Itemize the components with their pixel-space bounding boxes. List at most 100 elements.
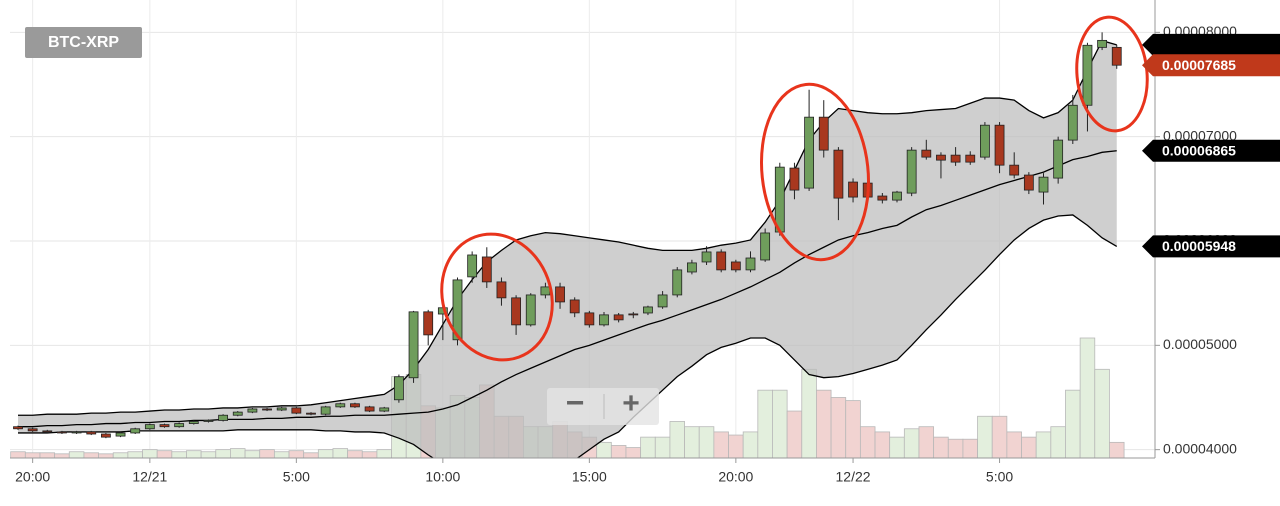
volume-bar	[713, 431, 729, 458]
candle-body	[481, 256, 492, 283]
volume-bar	[347, 450, 363, 458]
candle-body	[13, 426, 23, 430]
candle-body	[1082, 44, 1093, 106]
candle-body	[818, 116, 829, 151]
candle-body	[716, 251, 727, 271]
candle-body	[115, 432, 126, 437]
volume-bar	[112, 452, 129, 458]
candle-body	[657, 294, 668, 308]
candle-body	[994, 124, 1005, 166]
volume-bar	[361, 451, 378, 458]
volume-bar	[684, 426, 700, 458]
band-upper-line	[18, 39, 1117, 416]
zoom-in-button[interactable]: +	[622, 387, 640, 420]
volume-bar	[889, 436, 905, 458]
candle-body	[467, 254, 478, 278]
candle-body	[774, 166, 785, 233]
volume-bar	[1094, 368, 1110, 458]
candle-body	[950, 154, 961, 163]
x-tick-label: 20:00	[718, 469, 753, 485]
candle-body	[306, 412, 316, 415]
volume-bar	[332, 448, 349, 458]
volume-bar	[156, 450, 173, 458]
y-tick-label: 0.00005000	[1163, 336, 1237, 352]
candle-body	[232, 411, 243, 416]
candle-body	[144, 424, 155, 430]
candle-body	[247, 408, 258, 413]
candle-body	[86, 431, 97, 435]
candle-body	[965, 154, 976, 163]
volume-bar	[772, 389, 788, 458]
x-tick-label: 5:00	[986, 469, 1013, 485]
band-middle-line	[18, 150, 1117, 428]
candle-body	[613, 314, 624, 321]
candle-body	[276, 407, 287, 411]
candle-body	[672, 269, 683, 296]
volume-bar	[230, 448, 246, 458]
volume-bar	[24, 452, 41, 458]
volume-bar	[259, 449, 275, 458]
candle-body	[57, 431, 67, 434]
volume-bar	[991, 415, 1008, 458]
candle-body	[1038, 176, 1049, 193]
candle-body	[906, 149, 917, 194]
volume-bar	[698, 426, 715, 458]
volume-bar	[10, 451, 26, 458]
volume-bar	[947, 438, 964, 458]
volume-bar	[918, 426, 935, 458]
volume-bar	[68, 451, 85, 458]
y-tick-label: 0.00007000	[1163, 127, 1237, 143]
chart-title: BTC-XRP	[48, 34, 119, 51]
candle-body	[188, 421, 199, 424]
candle-body	[291, 407, 302, 414]
candle-body	[701, 251, 712, 263]
price-callout-label: 0.00006865	[1162, 142, 1236, 158]
candle-body	[350, 403, 360, 408]
volume-bar	[1065, 389, 1081, 458]
volume-bar	[933, 436, 949, 458]
candle-body	[921, 149, 932, 158]
band-fill	[18, 40, 1117, 458]
candle-body	[848, 181, 858, 198]
volume-bar	[244, 450, 261, 458]
candle-body	[1111, 46, 1122, 66]
volume-bar	[757, 389, 773, 458]
volume-bar	[273, 451, 290, 458]
candle-body	[584, 312, 595, 326]
volume-bar	[127, 451, 143, 458]
x-tick-label: 12/21	[132, 469, 167, 485]
volume-bar	[317, 449, 334, 458]
candle-body	[262, 408, 272, 411]
candle-body	[540, 286, 551, 296]
candle-body	[27, 428, 38, 432]
candle-body	[599, 314, 609, 326]
zoom-out-button[interactable]: −	[566, 384, 585, 420]
volume-bar	[625, 447, 642, 458]
volume-bar	[288, 450, 305, 458]
candle-body	[760, 232, 771, 261]
candle-body	[877, 195, 888, 201]
candle-body	[980, 124, 990, 158]
candle-body	[1009, 164, 1020, 176]
price-callouts: 0.00007685 0.00006865 0.00005948	[1142, 33, 1280, 258]
volume-bar	[39, 452, 56, 458]
candle-body	[511, 297, 522, 326]
volume-bar	[596, 441, 612, 458]
symbol-badge: BTC-XRP	[25, 27, 142, 58]
candle-body	[335, 403, 346, 408]
volume-bar	[977, 415, 993, 458]
candle-body	[1097, 39, 1107, 48]
volume-bar	[728, 434, 744, 458]
volume-bar	[1079, 337, 1096, 458]
zoom-panel	[547, 388, 659, 425]
band-lower-line	[18, 214, 1118, 458]
candle-body	[42, 430, 53, 433]
plot-area	[10, 32, 1125, 458]
candle-body	[218, 414, 229, 421]
candle-body	[379, 407, 390, 412]
candle-body	[130, 428, 141, 434]
volume-bar	[1021, 436, 1037, 458]
candle-body	[555, 286, 565, 303]
volume-bar	[376, 449, 392, 458]
